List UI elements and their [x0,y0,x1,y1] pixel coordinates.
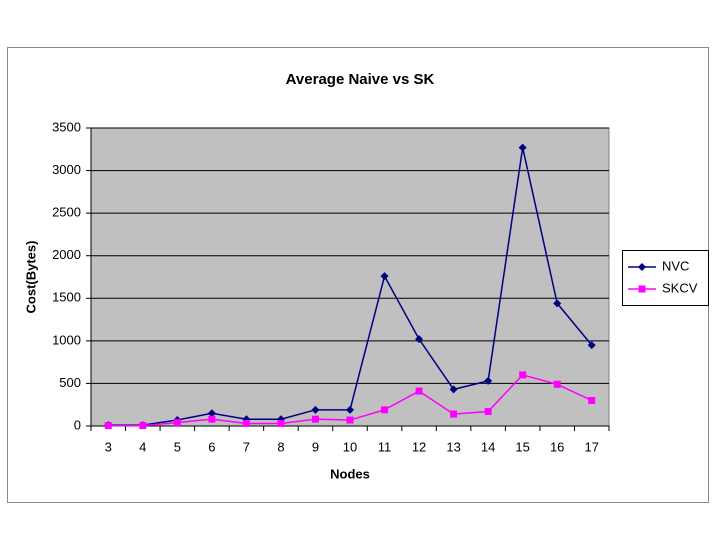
y-axis-title: Cost(Bytes) [23,241,38,314]
x-tick-label: 10 [343,439,357,454]
legend-label: SKCV [662,280,698,295]
square-marker [208,415,216,423]
legend-label: NVC [662,258,689,273]
y-tick-label: 2500 [52,205,81,220]
legend-marker [638,263,646,271]
diamond-marker [207,409,216,418]
y-tick-label: 3000 [52,162,81,177]
x-tick-label: 5 [174,439,181,454]
diamond-marker [311,405,320,414]
x-tick-label: 16 [550,439,564,454]
y-tick-label: 500 [59,375,81,390]
square-marker [553,380,561,388]
diamond-marker [587,341,596,350]
x-tick-label: 3 [105,439,112,454]
diamond-marker [380,272,389,281]
x-tick-label: 14 [481,439,495,454]
x-tick-label: 9 [312,439,319,454]
square-marker [381,406,389,414]
legend-marker [638,285,646,293]
square-marker [519,371,527,379]
chart-title: Average Naive vs SK [286,71,435,88]
diamond-marker [518,143,527,152]
y-tick-label: 1500 [52,290,81,305]
square-marker [346,416,354,424]
square-marker [139,422,147,430]
x-axis-title: Nodes [330,466,370,481]
diamond-marker [484,376,493,385]
square-marker [450,410,458,418]
square-marker [242,419,250,427]
x-tick-label: 17 [584,439,598,454]
square-marker [484,408,492,416]
y-tick-label: 2000 [52,247,81,262]
square-marker [311,415,319,423]
square-marker [173,419,181,427]
diamond-marker [553,299,562,308]
y-tick-label: 0 [74,417,81,432]
square-marker [104,422,112,430]
x-tick-label: 6 [208,439,215,454]
diamond-marker [346,405,354,414]
square-marker [415,387,423,395]
x-tick-label: 8 [277,439,284,454]
y-tick-label: 3500 [52,119,81,134]
y-tick-label: 1000 [52,332,81,347]
x-tick-label: 7 [243,439,250,454]
square-marker [588,396,596,404]
plot-area [90,127,610,427]
x-tick-label: 13 [446,439,460,454]
diamond-marker [449,385,458,394]
x-tick-label: 4 [139,439,146,454]
x-tick-label: 11 [378,439,392,454]
square-marker [277,419,285,427]
diamond-marker [415,335,424,344]
x-tick-label: 12 [412,439,426,454]
legend-box [622,250,709,306]
x-tick-label: 15 [515,439,529,454]
